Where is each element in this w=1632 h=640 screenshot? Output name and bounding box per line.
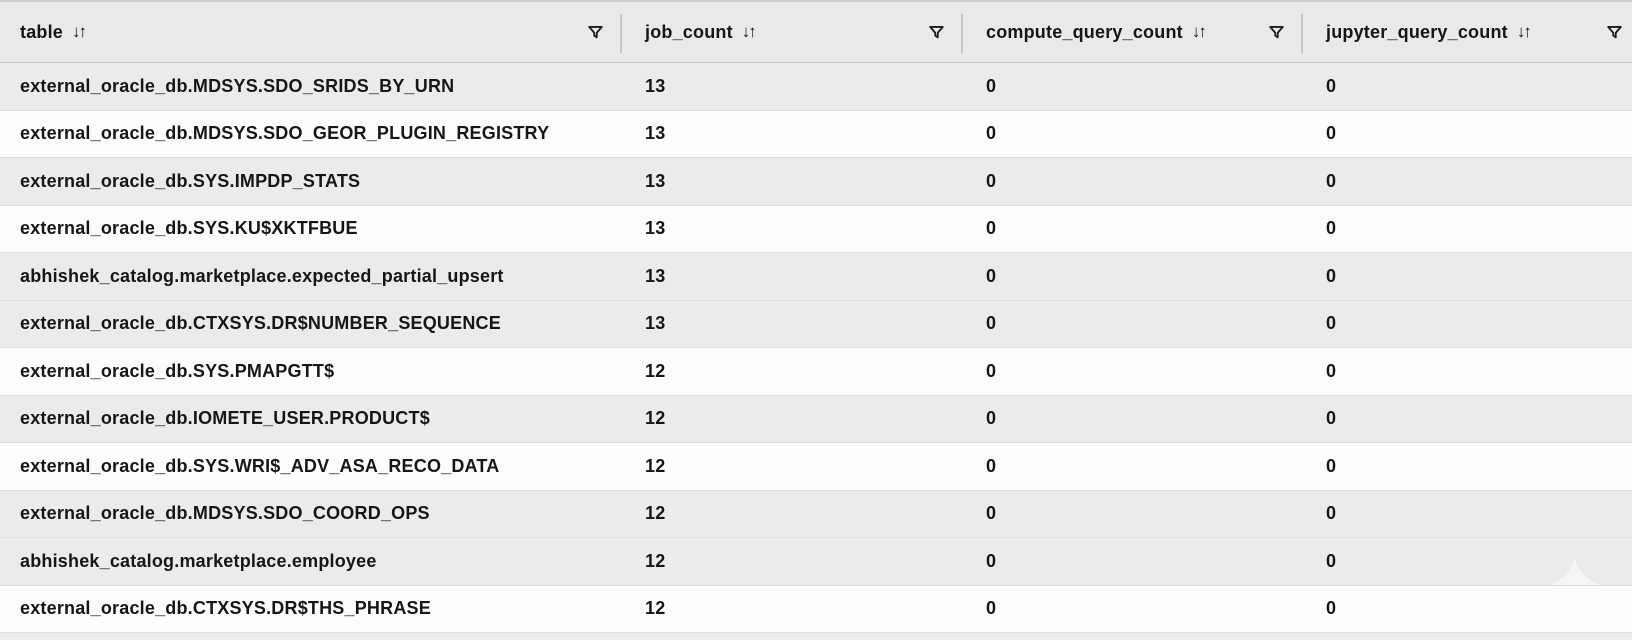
filter-funnel-icon[interactable] bbox=[586, 23, 605, 42]
table-name-cell: abhishek_catalog.marketplace.employee bbox=[20, 550, 377, 571]
next-row-partial bbox=[0, 633, 1632, 640]
jupyter_query_count-cell: 0 bbox=[1326, 265, 1337, 286]
compute_query_count-cell: 0 bbox=[986, 313, 997, 334]
jupyter_query_count-cell: 0 bbox=[1326, 218, 1337, 239]
table-row[interactable]: external_oracle_db.MDSYS.SDO_SRIDS_BY_UR… bbox=[0, 63, 1632, 111]
job_count-cell: 12 bbox=[645, 360, 666, 381]
jupyter_query_count-cell: 0 bbox=[1326, 170, 1337, 191]
table-row[interactable]: external_oracle_db.MDSYS.SDO_GEOR_PLUGIN… bbox=[0, 110, 1632, 158]
table-header-row: table ↓↑ job_count ↓↑ compute_query_count ↓↑ j… bbox=[0, 0, 1632, 63]
column-label: job_count bbox=[645, 21, 733, 42]
table-name-cell: external_oracle_db.MDSYS.SDO_SRIDS_BY_UR… bbox=[20, 75, 455, 96]
job_count-cell: 12 bbox=[645, 550, 666, 571]
sort-asc-desc-icon[interactable]: ↓↑ bbox=[72, 22, 87, 41]
table-row[interactable]: abhishek_catalog.marketplace.employee 12 0… bbox=[0, 538, 1632, 586]
table-row[interactable]: external_oracle_db.SYS.WRI$_ADV_ASA_RECO… bbox=[0, 443, 1632, 491]
table-row[interactable]: external_oracle_db.IOMETE_USER.PRODUCT$ 1… bbox=[0, 395, 1632, 443]
jupyter_query_count-cell: 0 bbox=[1326, 598, 1337, 619]
job_count-cell: 13 bbox=[645, 75, 666, 96]
compute_query_count-cell: 0 bbox=[986, 75, 997, 96]
jupyter_query_count-cell: 0 bbox=[1326, 75, 1337, 96]
compute_query_count-cell: 0 bbox=[986, 598, 997, 619]
jupyter_query_count-cell: 0 bbox=[1326, 313, 1337, 334]
compute_query_count-cell: 0 bbox=[986, 123, 997, 144]
job_count-cell: 12 bbox=[645, 408, 666, 429]
job_count-cell: 13 bbox=[645, 313, 666, 334]
table-row[interactable]: external_oracle_db.SYS.KU$XKTFBUE 13 0 0 bbox=[0, 205, 1632, 253]
sort-asc-desc-icon[interactable]: ↓↑ bbox=[1516, 22, 1532, 41]
filter-funnel-icon[interactable] bbox=[1267, 23, 1286, 42]
column-header-name[interactable]: table ↓↑ bbox=[0, 2, 622, 62]
table-name-cell: external_oracle_db.SYS.IMPDP_STATS bbox=[20, 170, 361, 191]
table-name-cell: external_oracle_db.MDSYS.SDO_GEOR_PLUGIN… bbox=[20, 123, 550, 144]
column-label: jupyter_query_count bbox=[1326, 21, 1508, 42]
job_count-cell: 12 bbox=[645, 598, 666, 619]
table-row[interactable]: external_oracle_db.SYS.IMPDP_STATS 13 0 0 bbox=[0, 158, 1632, 206]
column-header-job_count[interactable]: job_count ↓↑ bbox=[622, 2, 963, 62]
jupyter_query_count-cell: 0 bbox=[1326, 550, 1337, 571]
sort-asc-desc-icon[interactable]: ↓↑ bbox=[741, 22, 757, 41]
table-row[interactable]: external_oracle_db.CTXSYS.DR$NUMBER_SEQU… bbox=[0, 300, 1632, 348]
compute_query_count-cell: 0 bbox=[986, 360, 997, 381]
table-name-cell: external_oracle_db.SYS.WRI$_ADV_ASA_RECO… bbox=[20, 455, 500, 476]
table-row[interactable]: external_oracle_db.MDSYS.SDO_COORD_OPS 12… bbox=[0, 490, 1632, 538]
sort-asc-desc-icon[interactable]: ↓↑ bbox=[1191, 22, 1207, 41]
table-name-cell: external_oracle_db.SYS.KU$XKTFBUE bbox=[20, 218, 358, 239]
compute_query_count-cell: 0 bbox=[986, 408, 997, 429]
job_count-cell: 12 bbox=[645, 455, 666, 476]
compute_query_count-cell: 0 bbox=[986, 455, 997, 476]
compute_query_count-cell: 0 bbox=[986, 218, 997, 239]
table-name-cell: external_oracle_db.IOMETE_USER.PRODUCT$ bbox=[20, 408, 430, 429]
table-name-cell: external_oracle_db.CTXSYS.DR$NUMBER_SEQU… bbox=[20, 313, 501, 334]
table-row[interactable]: external_oracle_db.CTXSYS.DR$THS_PHRASE 1… bbox=[0, 585, 1632, 633]
job_count-cell: 13 bbox=[645, 265, 666, 286]
table-row[interactable]: external_oracle_db.SYS.PMAPGTT$ 12 0 0 bbox=[0, 348, 1632, 396]
column-header-jupyter_query_count[interactable]: jupyter_query_count ↓↑ bbox=[1303, 2, 1632, 62]
job_count-cell: 13 bbox=[645, 218, 666, 239]
jupyter_query_count-cell: 0 bbox=[1326, 360, 1337, 381]
jupyter_query_count-cell: 0 bbox=[1326, 455, 1337, 476]
compute_query_count-cell: 0 bbox=[986, 265, 997, 286]
jupyter_query_count-cell: 0 bbox=[1326, 408, 1337, 429]
table-name-cell: external_oracle_db.MDSYS.SDO_COORD_OPS bbox=[20, 503, 430, 524]
filter-funnel-icon[interactable] bbox=[1605, 23, 1624, 42]
table-name-cell: abhishek_catalog.marketplace.expected_pa… bbox=[20, 265, 504, 286]
column-header-compute_query_count[interactable]: compute_query_count ↓↑ bbox=[963, 2, 1303, 62]
compute_query_count-cell: 0 bbox=[986, 503, 997, 524]
column-label: table bbox=[20, 21, 64, 42]
table-name-cell: external_oracle_db.SYS.PMAPGTT$ bbox=[20, 360, 335, 381]
table-row[interactable]: abhishek_catalog.marketplace.expected_pa… bbox=[0, 253, 1632, 301]
jupyter_query_count-cell: 0 bbox=[1326, 503, 1337, 524]
job_count-cell: 12 bbox=[645, 503, 666, 524]
compute_query_count-cell: 0 bbox=[986, 170, 997, 191]
jupyter_query_count-cell: 0 bbox=[1326, 123, 1337, 144]
table-body: external_oracle_db.MDSYS.SDO_SRIDS_BY_UR… bbox=[0, 63, 1632, 633]
job_count-cell: 13 bbox=[645, 170, 666, 191]
compute_query_count-cell: 0 bbox=[986, 550, 997, 571]
job_count-cell: 13 bbox=[645, 123, 666, 144]
filter-funnel-icon[interactable] bbox=[927, 23, 946, 42]
column-label: compute_query_count bbox=[986, 21, 1183, 42]
table-name-cell: external_oracle_db.CTXSYS.DR$THS_PHRASE bbox=[20, 598, 431, 619]
